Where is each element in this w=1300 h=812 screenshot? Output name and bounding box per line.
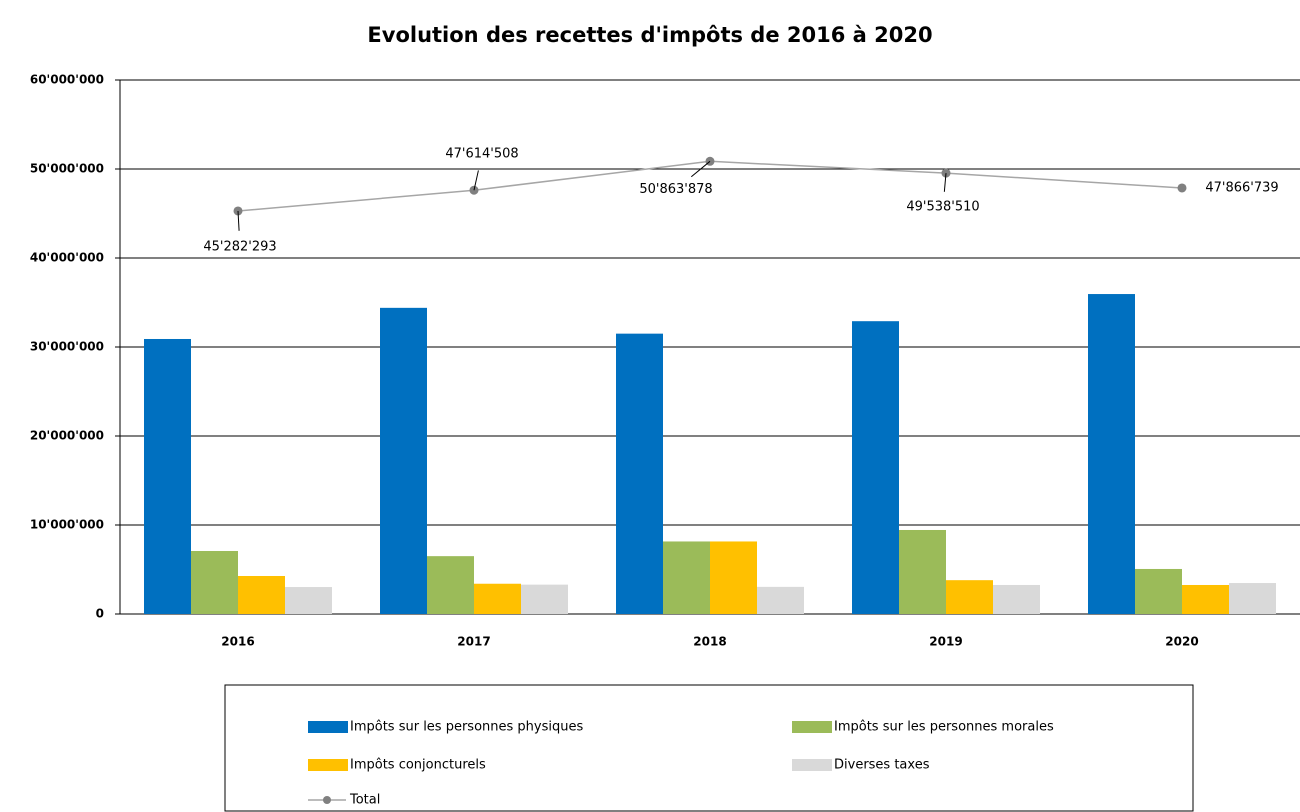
bar	[710, 541, 757, 614]
bar	[1229, 583, 1276, 614]
y-tick-label: 10'000'000	[30, 518, 104, 532]
bar	[1135, 568, 1182, 614]
bar	[144, 338, 191, 614]
bar	[380, 307, 427, 614]
bar	[427, 556, 474, 614]
bar	[238, 575, 285, 614]
chart-title: Evolution des recettes d'impôts de 2016 …	[367, 23, 932, 47]
bar	[191, 550, 238, 614]
bar	[852, 321, 899, 614]
total-marker	[1177, 183, 1187, 193]
legend-box	[224, 684, 1194, 812]
y-tick-label: 50'000'000	[30, 162, 104, 176]
y-tick-label: 20'000'000	[30, 429, 104, 443]
bar	[616, 333, 663, 614]
legend-swatch	[308, 721, 348, 733]
leader-line	[943, 173, 947, 192]
x-tick-label: 2019	[929, 635, 962, 649]
legend-label: Impôts conjoncturels	[350, 758, 486, 773]
y-tick-label: 0	[96, 607, 104, 621]
data-label: 47'614'508	[445, 147, 518, 162]
x-tick-label: 2020	[1165, 635, 1198, 649]
bar	[946, 580, 993, 614]
legend-label: Impôts sur les personnes morales	[834, 720, 1054, 735]
bar	[474, 583, 521, 614]
bar	[757, 586, 804, 614]
legend-swatch	[792, 721, 832, 733]
y-tick-label: 30'000'000	[30, 340, 104, 354]
data-label: 49'538'510	[906, 200, 979, 215]
legend-label: Total	[349, 793, 380, 808]
bar	[1088, 294, 1135, 614]
bar	[1182, 584, 1229, 614]
y-tick-label: 40'000'000	[30, 251, 104, 265]
data-label: 47'866'739	[1205, 180, 1278, 195]
x-tick-label: 2017	[457, 635, 490, 649]
data-label: 45'282'293	[203, 239, 276, 254]
x-tick-label: 2018	[693, 635, 726, 649]
bar	[285, 587, 332, 614]
leader-line	[237, 210, 240, 231]
legend-marker	[323, 796, 331, 804]
legend-label: Impôts sur les personnes physiques	[350, 720, 583, 735]
data-label: 50'863'878	[639, 182, 712, 197]
legend-swatch	[792, 759, 832, 771]
bar	[993, 584, 1040, 614]
x-tick-label: 2016	[221, 635, 254, 649]
leader-line	[473, 170, 479, 191]
bar	[899, 529, 946, 614]
bar	[521, 584, 568, 614]
legend-swatch	[308, 759, 348, 771]
y-tick-label: 60'000'000	[30, 73, 104, 87]
legend-label: Diverses taxes	[834, 758, 930, 773]
bar	[663, 541, 710, 614]
leader-line	[690, 160, 711, 178]
